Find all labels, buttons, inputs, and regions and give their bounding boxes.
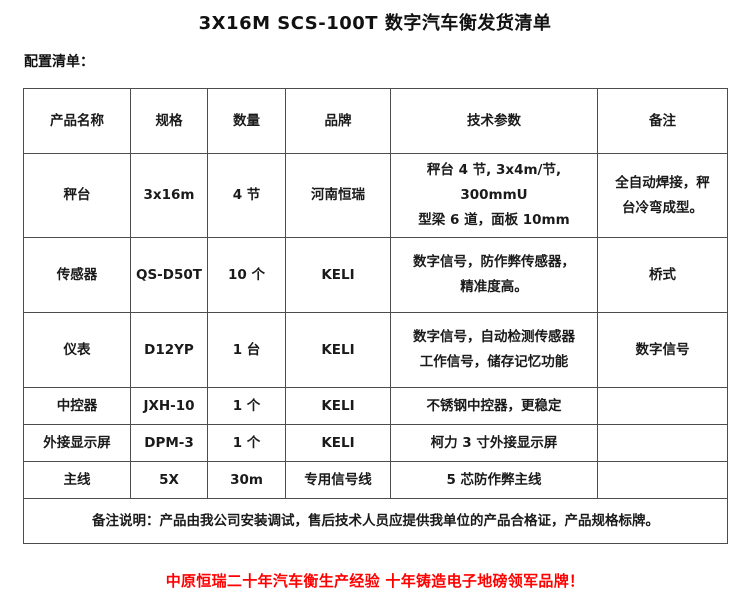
cell-tech-params: 柯力 3 寸外接显示屏 — [390, 424, 598, 462]
cell-quantity: 1 台 — [207, 312, 286, 388]
tech-line: 秤台 4 节, 3x4m/节, 300mmU — [426, 162, 562, 203]
cell-quantity: 10 个 — [207, 237, 286, 313]
cell-remarks: 数字信号 — [597, 312, 728, 388]
remark-line: 台冷弯成型。 — [622, 199, 703, 216]
cell-spec: QS-D50T — [130, 237, 208, 313]
footer-note: 备注说明：产品由我公司安装调试，售后技术人员应提供我单位的产品合格证，产品规格标… — [23, 498, 728, 544]
cell-quantity: 1 个 — [207, 424, 286, 462]
cell-remarks: 全自动焊接，秤 台冷弯成型。 — [597, 153, 728, 238]
column-header-product-name: 产品名称 — [23, 88, 131, 154]
cell-product-name: 秤台 — [23, 153, 131, 238]
column-header-quantity: 数量 — [207, 88, 286, 154]
tech-line: 工作信号，储存记忆功能 — [419, 354, 569, 370]
cell-brand: 河南恒瑞 — [285, 153, 391, 238]
table-footer-row: 备注说明：产品由我公司安装调试，售后技术人员应提供我单位的产品合格证，产品规格标… — [23, 498, 728, 544]
remark-line: 全自动焊接，秤 — [615, 174, 710, 191]
cell-spec: 5X — [130, 461, 208, 499]
cell-remarks: 桥式 — [597, 237, 728, 313]
column-header-spec: 规格 — [130, 88, 208, 154]
cell-spec: D12YP — [130, 312, 208, 388]
cell-brand: KELI — [285, 424, 391, 462]
section-label-config-list: 配置清单： — [24, 54, 94, 70]
cell-spec: JXH-10 — [130, 387, 208, 425]
cell-quantity: 30m — [207, 461, 286, 499]
cell-remarks — [597, 387, 728, 425]
table-header: 产品名称 规格 数量 品牌 技术参数 备注 — [23, 88, 728, 154]
cell-tech-params: 秤台 4 节, 3x4m/节, 300mmU 型梁 6 道，面板 10mm — [390, 153, 598, 238]
cell-tech-params: 数字信号，防作弊传感器， 精准度高。 — [390, 237, 598, 313]
tech-line: 数字信号，防作弊传感器， — [413, 254, 575, 270]
table-row: 秤台 3x16m 4 节 河南恒瑞 秤台 4 节, 3x4m/节, 300mmU… — [23, 153, 728, 238]
tech-line: 精准度高。 — [460, 279, 528, 295]
cell-spec: DPM-3 — [130, 424, 208, 462]
table-row: 外接显示屏 DPM-3 1 个 KELI 柯力 3 寸外接显示屏 — [23, 424, 728, 462]
cell-remarks — [597, 424, 728, 462]
spec-table: 产品名称 规格 数量 品牌 技术参数 备注 秤台 3x16m 4 节 河南恒瑞 … — [23, 88, 728, 544]
cell-tech-params: 数字信号，自动检测传感器 工作信号，储存记忆功能 — [390, 312, 598, 388]
tech-line: 数字信号，自动检测传感器 — [413, 329, 575, 345]
column-header-brand: 品牌 — [285, 88, 391, 154]
cell-product-name: 中控器 — [23, 387, 131, 425]
cell-brand: KELI — [285, 237, 391, 313]
table-row: 传感器 QS-D50T 10 个 KELI 数字信号，防作弊传感器， 精准度高。… — [23, 237, 728, 313]
cell-remarks — [597, 461, 728, 499]
column-header-tech-params: 技术参数 — [390, 88, 598, 154]
cell-spec: 3x16m — [130, 153, 208, 238]
table-row: 仪表 D12YP 1 台 KELI 数字信号，自动检测传感器 工作信号，储存记忆… — [23, 312, 728, 388]
cell-brand: KELI — [285, 387, 391, 425]
cell-product-name: 外接显示屏 — [23, 424, 131, 462]
table-row: 中控器 JXH-10 1 个 KELI 不锈钢中控器，更稳定 — [23, 387, 728, 425]
cell-brand: 专用信号线 — [285, 461, 391, 499]
table-body: 秤台 3x16m 4 节 河南恒瑞 秤台 4 节, 3x4m/节, 300mmU… — [23, 153, 728, 544]
spec-table-container: 产品名称 规格 数量 品牌 技术参数 备注 秤台 3x16m 4 节 河南恒瑞 … — [23, 88, 728, 544]
company-tagline: 中原恒瑞二十年汽车衡生产经验 十年铸造电子地磅领军品牌！ — [165, 572, 585, 590]
page-title: 3X16M SCS-100T 数字汽车衡发货清单 — [198, 13, 552, 34]
column-header-remarks: 备注 — [597, 88, 728, 154]
cell-brand: KELI — [285, 312, 391, 388]
cell-product-name: 传感器 — [23, 237, 131, 313]
cell-product-name: 主线 — [23, 461, 131, 499]
cell-product-name: 仪表 — [23, 312, 131, 388]
cell-tech-params: 不锈钢中控器，更稳定 — [390, 387, 598, 425]
cell-tech-params: 5 芯防作弊主线 — [390, 461, 598, 499]
tech-line: 型梁 6 道，面板 10mm — [418, 212, 570, 228]
cell-quantity: 1 个 — [207, 387, 286, 425]
table-header-row: 产品名称 规格 数量 品牌 技术参数 备注 — [23, 88, 728, 154]
cell-quantity: 4 节 — [207, 153, 286, 238]
table-row: 主线 5X 30m 专用信号线 5 芯防作弊主线 — [23, 461, 728, 499]
